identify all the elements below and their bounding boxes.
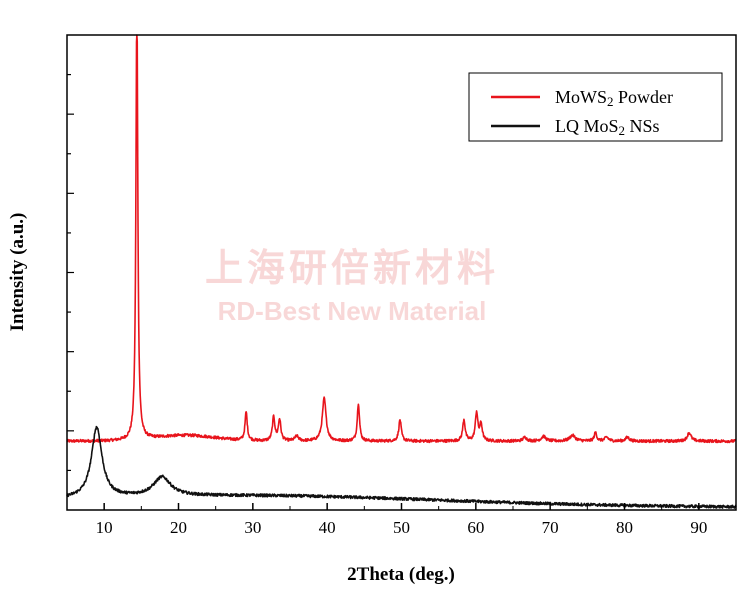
series-line-lq-mos2-nss <box>66 425 737 509</box>
watermark-english: RD-Best New Material <box>218 296 487 326</box>
legend-box <box>468 72 723 142</box>
x-tick-label-40: 40 <box>319 518 336 537</box>
watermark-chinese: 上海研倍新材料 <box>205 246 499 290</box>
x-axis-title: 2Theta (deg.) <box>347 564 455 585</box>
series-line-mows2-powder <box>66 34 737 444</box>
watermark: 上海研倍新材料 RD-Best New Material <box>205 246 499 326</box>
tick-layer: 10 20 30 40 50 60 70 80 90 <box>67 73 707 537</box>
legend-label-mows2-powder: MoWS2 Powder <box>555 87 673 109</box>
legend-label-mows2-main: MoWS <box>555 87 607 107</box>
legend: MoWS2 Powder LQ MoS2 NSs <box>468 72 723 142</box>
legend-label-mows2-sub: 2 <box>607 94 614 109</box>
y-axis-title: Intensity (a.u.) <box>7 213 28 332</box>
x-tick-label-20: 20 <box>170 518 187 537</box>
x-tick-label-60: 60 <box>467 518 484 537</box>
legend-label-lq-mos2-nss: LQ MoS2 NSs <box>555 116 660 138</box>
legend-label-lq-sub: 2 <box>619 123 626 138</box>
legend-label-lq-main: LQ MoS <box>555 116 619 136</box>
x-tick-label-50: 50 <box>393 518 410 537</box>
x-tick-label-80: 80 <box>616 518 633 537</box>
x-tick-label-30: 30 <box>244 518 261 537</box>
x-tick-label-10: 10 <box>96 518 113 537</box>
legend-label-mows2-rest: Powder <box>614 87 674 107</box>
x-tick-label-90: 90 <box>690 518 707 537</box>
x-tick-label-70: 70 <box>542 518 559 537</box>
legend-label-lq-rest: NSs <box>625 116 660 136</box>
